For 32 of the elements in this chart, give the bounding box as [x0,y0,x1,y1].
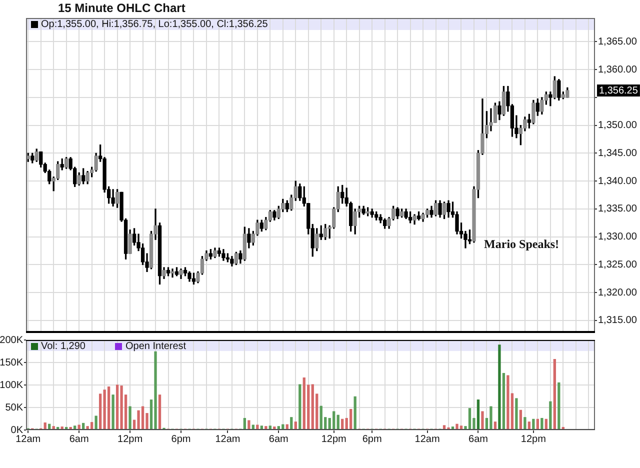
legend-label: Op:1,355.00, Hi:1,356.75, Lo:1,355.00, Cl:1,356.25 [41,19,268,30]
y-tick-label: 1,320.00 [598,287,638,298]
y-tick-label: 1,340.00 [598,176,638,187]
y-tick-label: 100K [0,380,24,391]
x-tick-label: 12am [414,434,440,445]
y-tick-label: 1,345.00 [598,148,638,159]
x-tick-label: 12am [215,434,240,445]
y-tick-label: 1,350.00 [598,120,638,132]
y-tick-label: 1,335.00 [598,204,638,215]
x-tick-label: 6am [268,434,288,445]
x-tick-label: 12pm [118,434,143,445]
x-tick-label: 12am [16,434,41,445]
y-tick-label: 1,325.00 [598,259,638,270]
chart-title: 15 Minute OHLC Chart [58,1,186,15]
y-tick-label: 150K [0,357,24,368]
y-tick-label: 1,365.00 [598,36,638,48]
y-tick-label: 0K [10,424,24,436]
y-tick-label: 1,315.00 [598,315,638,326]
y-tick-label: 1,330.00 [598,232,638,243]
text: Vol: 1,290 [41,340,86,352]
x-tick-label: 6pm [171,434,191,445]
y-tick-label: 50K [5,402,24,414]
legend-label: Open Interest [125,340,186,352]
text: 1,356.25 [599,86,638,97]
x-tick-label: 12pm [520,434,546,445]
x-tick-label: 6am [69,434,89,445]
x-tick-label: 6am [468,434,488,445]
x-tick-label: 6pm [362,434,382,445]
y-tick-label: 1,360.00 [598,64,638,76]
y-tick-label: 200K [0,334,24,346]
annotation: Mario Speaks! [484,236,560,251]
x-tick-label: 12pm [321,434,346,445]
